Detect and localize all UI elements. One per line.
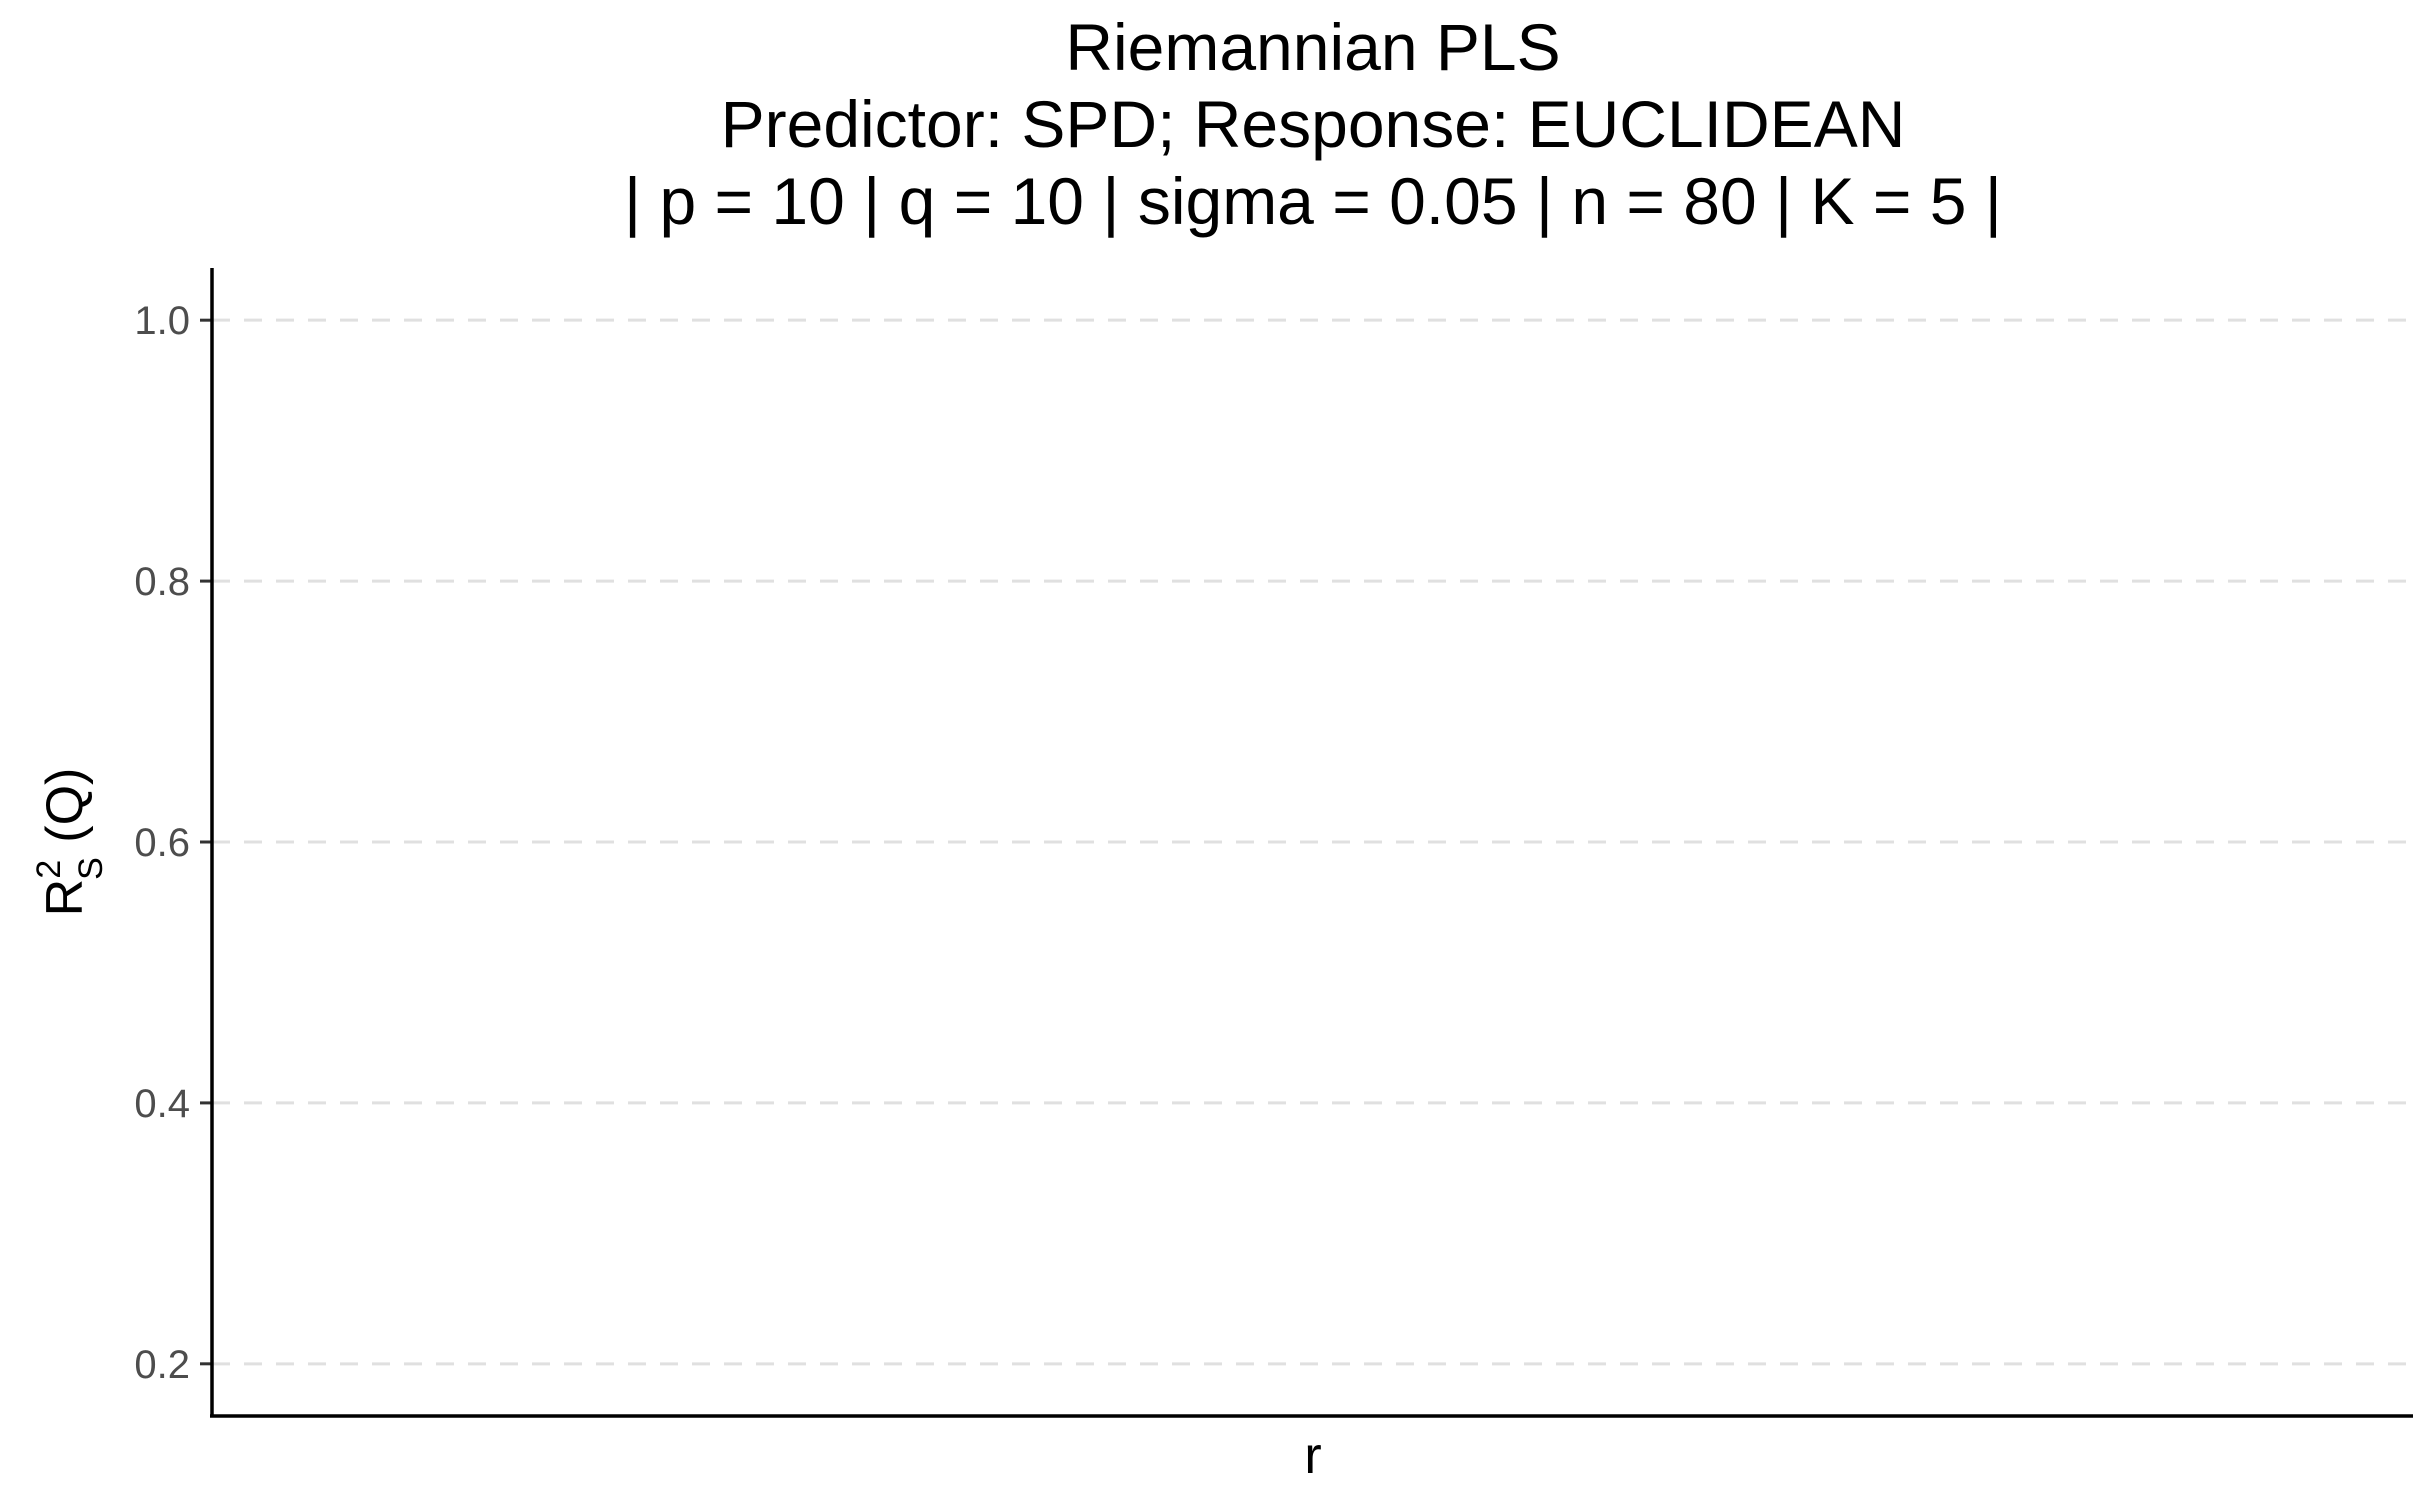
chart-title: Riemannian PLS Predictor: SPD; Response:…	[624, 10, 2002, 238]
gridlines	[212, 318, 2413, 1366]
y-ticks: 0.2 0.4 0.6 0.8 1.0	[134, 299, 212, 1387]
title-line-2: Predictor: SPD; Response: EUCLIDEAN	[721, 87, 1906, 161]
x-axis-title: r	[1304, 1427, 1321, 1485]
y-tick-label: 0.4	[134, 1082, 190, 1126]
y-tick-label: 0.6	[134, 821, 190, 865]
y-tick-label: 1.0	[134, 299, 190, 343]
title-line-1: Riemannian PLS	[1065, 10, 1560, 84]
title-line-3: | p = 10 | q = 10 | sigma = 0.05 | n = 8…	[624, 164, 2002, 238]
y-tick-label: 0.2	[134, 1343, 190, 1387]
y-axis-title-subscript: S	[72, 857, 110, 880]
y-axis-title: R2 S (Q)	[30, 768, 110, 917]
y-tick-label: 0.8	[134, 560, 190, 604]
y-axis-title-base: R	[36, 879, 94, 917]
y-axis-title-superscript: 2	[30, 860, 68, 879]
y-axis-title-suffix: (Q)	[36, 768, 94, 858]
svg-text:R2S (Q): R2 S (Q)	[30, 768, 110, 917]
